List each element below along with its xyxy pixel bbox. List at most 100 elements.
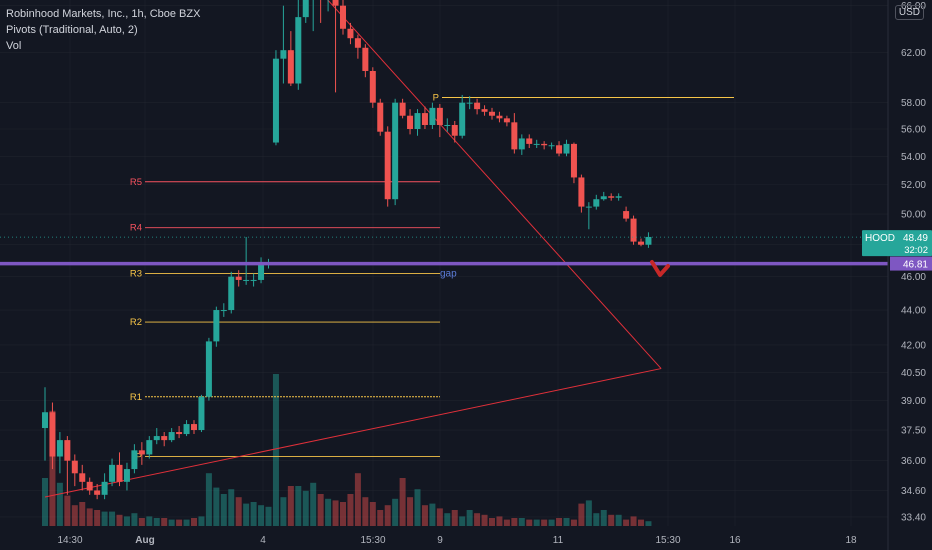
candle-body[interactable]	[503, 118, 510, 123]
candle-body[interactable]	[280, 50, 287, 59]
candle-body[interactable]	[183, 424, 190, 435]
candle-body[interactable]	[638, 241, 644, 245]
candle-body[interactable]	[153, 436, 160, 441]
candle-body[interactable]	[444, 124, 451, 126]
candle-body[interactable]	[384, 131, 391, 200]
currency-badge[interactable]: USD	[894, 5, 924, 20]
candle-body[interactable]	[131, 450, 138, 470]
candle-body[interactable]	[272, 58, 279, 143]
trendlines	[44, 0, 662, 498]
candle-body[interactable]	[109, 464, 116, 482]
candle-body[interactable]	[377, 102, 384, 132]
trendline[interactable]	[246, 0, 662, 369]
candle-body[interactable]	[630, 218, 637, 242]
time-axis[interactable]: 14:30 Aug 4 15:30 9 11 15:30 16 18	[57, 535, 857, 546]
candle-body[interactable]	[421, 113, 428, 125]
candle-body[interactable]	[399, 102, 406, 116]
candle-body[interactable]	[258, 263, 265, 280]
candle-body[interactable]	[429, 107, 436, 125]
candle-body[interactable]	[191, 424, 197, 431]
candle-body[interactable]	[146, 440, 153, 455]
candle-body[interactable]	[585, 206, 592, 208]
candle-body[interactable]	[593, 199, 600, 207]
volume-bar	[146, 516, 153, 526]
candle-body[interactable]	[176, 432, 183, 435]
pivot-label: R4	[130, 223, 142, 234]
candle-body[interactable]	[474, 102, 481, 110]
y-tick-label: 62.00	[901, 48, 926, 59]
candle-body[interactable]	[541, 143, 548, 146]
candle-body[interactable]	[220, 310, 227, 312]
candle-body[interactable]	[436, 107, 443, 125]
candle-body[interactable]	[205, 341, 212, 397]
indicator-label[interactable]: Pivots (Traditional, Auto, 2)	[6, 24, 138, 36]
candle-body[interactable]	[243, 279, 250, 281]
candle-body[interactable]	[228, 276, 235, 311]
candle-body[interactable]	[123, 469, 130, 482]
candle-body[interactable]	[79, 473, 86, 482]
volume-bar	[205, 473, 212, 526]
candle-body[interactable]	[369, 70, 376, 103]
candle-body[interactable]	[138, 450, 145, 455]
candle-body[interactable]	[526, 138, 533, 144]
volume-bar	[79, 502, 86, 526]
candle-body[interactable]	[362, 47, 369, 71]
volume-bar	[317, 494, 324, 526]
candle-body[interactable]	[250, 279, 257, 281]
candle-body[interactable]	[295, 17, 302, 84]
candle-body[interactable]	[71, 460, 78, 474]
candle-body[interactable]	[213, 310, 220, 342]
candle-body[interactable]	[407, 115, 414, 130]
candle-body[interactable]	[489, 111, 495, 116]
candle-body[interactable]	[42, 412, 48, 429]
candle-body[interactable]	[600, 196, 607, 200]
candle-body[interactable]	[287, 50, 294, 84]
volume-bar	[250, 502, 257, 526]
candle-body[interactable]	[101, 481, 108, 495]
candle-body[interactable]	[414, 113, 421, 130]
candle-body[interactable]	[548, 145, 555, 147]
volume-label[interactable]: Vol	[6, 40, 22, 52]
candle-body[interactable]	[623, 211, 630, 219]
candle-body[interactable]	[340, 5, 346, 29]
x-tick-label: 16	[729, 535, 741, 546]
candle-body[interactable]	[481, 109, 488, 112]
candle-body[interactable]	[563, 143, 570, 154]
chart-title[interactable]: Robinhood Markets, Inc., 1h, Cboe BZX	[6, 8, 201, 20]
volume-bar	[86, 508, 93, 526]
candle-body[interactable]	[168, 432, 175, 441]
price-axis[interactable]: 66.0062.0058.0056.0054.0052.0050.0048.00…	[887, 0, 932, 550]
candle-body[interactable]	[302, 0, 309, 18]
candle-body[interactable]	[459, 102, 466, 136]
candle-body[interactable]	[198, 396, 205, 431]
candle-body[interactable]	[466, 102, 473, 104]
candle-body[interactable]	[511, 122, 518, 150]
candle-body[interactable]	[235, 276, 242, 280]
volume-bar	[518, 518, 525, 526]
candle-body[interactable]	[392, 102, 399, 200]
trendline[interactable]	[44, 368, 662, 498]
candlesticks[interactable]	[42, 0, 652, 500]
candle-body[interactable]	[615, 196, 622, 198]
candle-body[interactable]	[116, 464, 123, 482]
candle-body[interactable]	[49, 412, 56, 457]
candle-body[interactable]	[354, 38, 361, 48]
candle-body[interactable]	[556, 145, 563, 154]
candle-body[interactable]	[86, 481, 93, 491]
horizontal-level[interactable]: gap	[0, 236, 888, 280]
candle-body[interactable]	[94, 490, 101, 495]
candle-body[interactable]	[451, 124, 458, 136]
candle-body[interactable]	[496, 115, 503, 119]
candle-body[interactable]	[645, 236, 652, 245]
candle-body[interactable]	[570, 143, 577, 178]
candle-body[interactable]	[332, 0, 339, 6]
candle-body[interactable]	[64, 440, 71, 461]
candle-body[interactable]	[161, 436, 168, 441]
candle-body[interactable]	[608, 196, 615, 198]
candle-body[interactable]	[56, 440, 63, 457]
candle-body[interactable]	[347, 28, 354, 39]
candle-body[interactable]	[578, 177, 585, 207]
candle-body[interactable]	[533, 143, 540, 145]
candle-body[interactable]	[518, 138, 525, 150]
